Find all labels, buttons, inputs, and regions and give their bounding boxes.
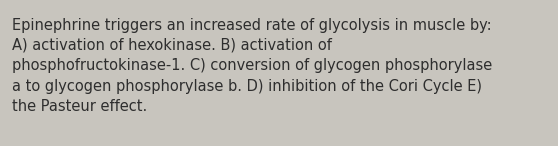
Text: Epinephrine triggers an increased rate of glycolysis in muscle by:
A) activation: Epinephrine triggers an increased rate o… xyxy=(12,18,493,114)
